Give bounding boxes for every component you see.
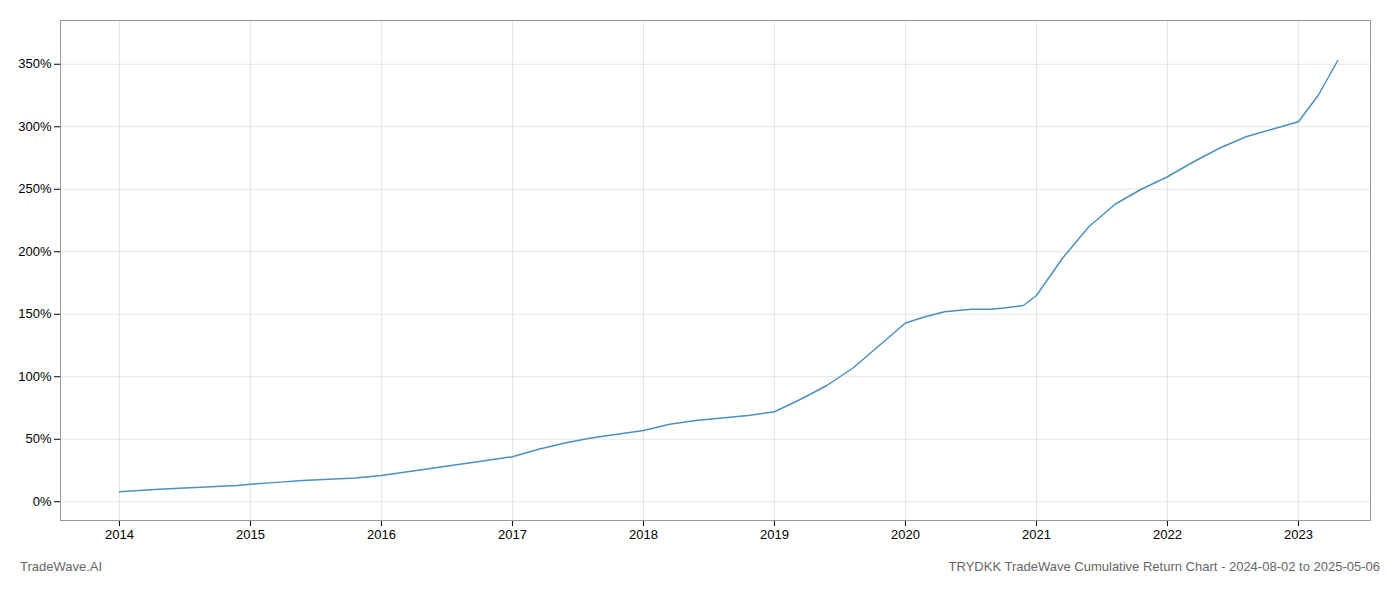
svg-text:2015: 2015 xyxy=(236,527,265,542)
svg-text:2018: 2018 xyxy=(629,527,658,542)
html-text:TRYDKK TradeWave Cumulative Re: TRYDKK TradeWave Cumulative Return Chart… xyxy=(948,559,1380,574)
svg-text:2017: 2017 xyxy=(498,527,527,542)
svg-text:2022: 2022 xyxy=(1153,527,1182,542)
svg-text:200%: 200% xyxy=(18,244,52,259)
svg-text:150%: 150% xyxy=(18,306,52,321)
svg-text:300%: 300% xyxy=(18,119,52,134)
svg-text:2020: 2020 xyxy=(891,527,920,542)
svg-text:250%: 250% xyxy=(18,181,52,196)
svg-text:2021: 2021 xyxy=(1022,527,1051,542)
svg-text:350%: 350% xyxy=(18,56,52,71)
svg-text:0%: 0% xyxy=(33,494,52,509)
svg-text:2023: 2023 xyxy=(1284,527,1313,542)
html-text:TradeWave.AI: TradeWave.AI xyxy=(20,559,103,574)
svg-text:2019: 2019 xyxy=(760,527,789,542)
svg-text:100%: 100% xyxy=(18,369,52,384)
svg-text:2016: 2016 xyxy=(367,527,396,542)
svg-text:2014: 2014 xyxy=(105,527,134,542)
svg-text:50%: 50% xyxy=(25,431,51,446)
